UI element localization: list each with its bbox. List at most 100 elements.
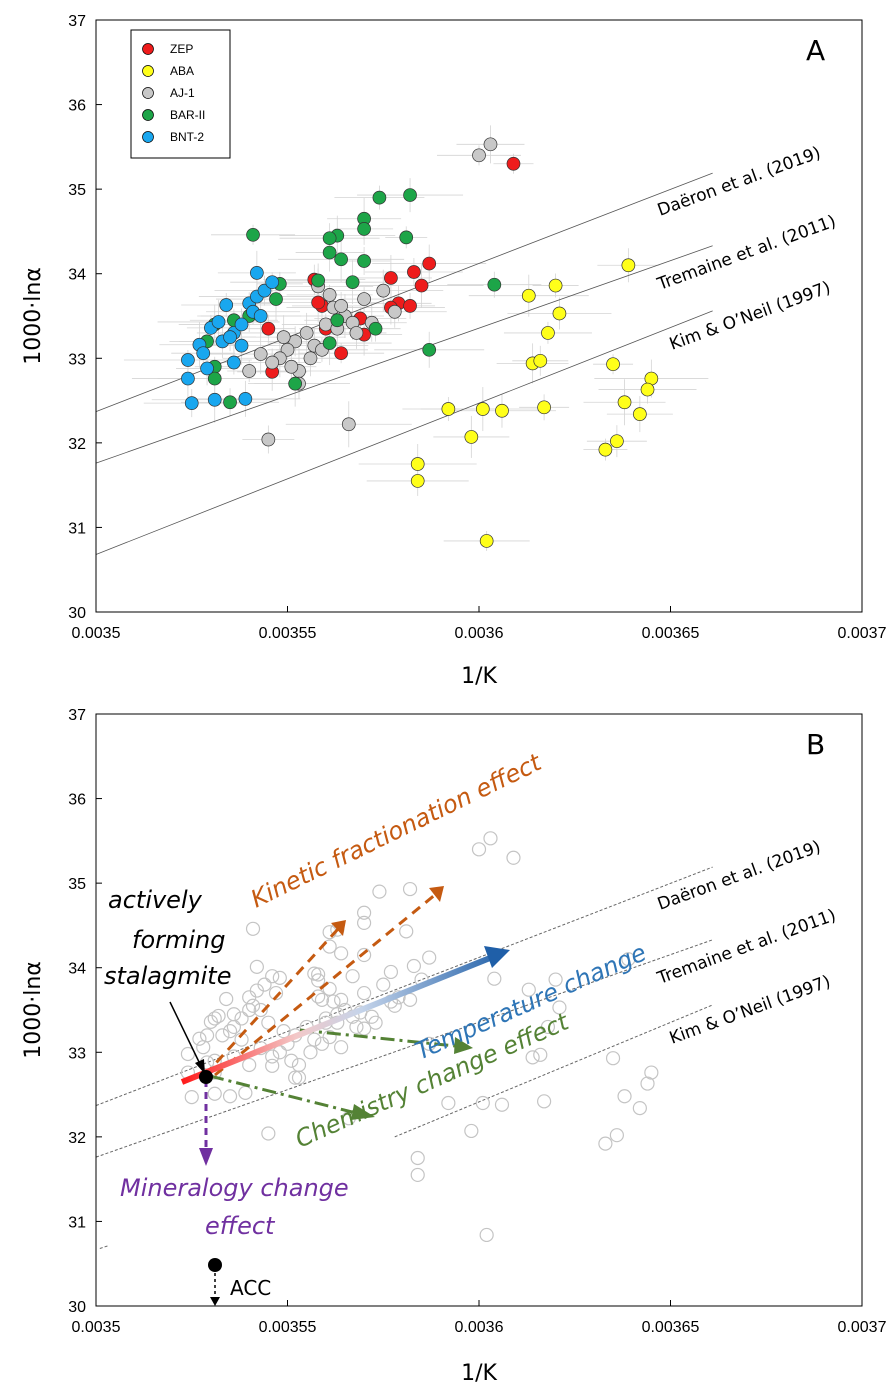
faded-point — [326, 994, 341, 1009]
temperature-arrowhead — [484, 946, 510, 968]
panel-a-points — [181, 137, 659, 548]
faded-point — [368, 1015, 383, 1030]
point-barii — [322, 231, 337, 246]
panel-a-letter: A — [806, 34, 825, 67]
panel-a-xtick-label: 0.00355 — [259, 625, 317, 642]
legend-marker-aba — [142, 65, 154, 77]
point-barii — [334, 252, 348, 267]
kinetic-arrowhead-1 — [331, 920, 346, 936]
panel-a-xlabel: 1/K — [461, 664, 497, 689]
faded-point — [506, 850, 521, 865]
faded-point — [196, 1040, 211, 1055]
panel-a-ytick-label: 34 — [68, 267, 86, 284]
point-bnt2 — [250, 266, 264, 280]
point-aba — [410, 457, 425, 471]
point-aba — [464, 430, 479, 444]
chemistry-arrowhead-1 — [351, 1104, 375, 1120]
point-barii — [403, 188, 417, 202]
faded-point — [257, 977, 272, 992]
point-aba — [479, 534, 494, 548]
point-barii — [223, 395, 237, 410]
faded-point — [540, 1019, 556, 1035]
point-aj1 — [483, 137, 498, 152]
faded-point — [334, 1040, 349, 1055]
faded-point — [357, 915, 372, 930]
faded-point — [291, 1070, 307, 1085]
point-barii — [422, 342, 437, 357]
chemistry-arrowhead-2 — [454, 1037, 473, 1054]
faded-point — [376, 977, 391, 992]
point-aj1 — [387, 304, 402, 319]
faded-point — [552, 1000, 567, 1015]
point-barii — [207, 371, 222, 386]
point-barii — [322, 245, 337, 260]
point-barii — [246, 227, 260, 242]
point-aj1 — [253, 347, 268, 361]
faded-point — [265, 969, 280, 984]
point-aj1 — [299, 326, 314, 340]
faded-point — [272, 970, 287, 985]
point-aba — [610, 434, 624, 449]
panel-a-ytick-label: 33 — [68, 351, 86, 368]
point-aj1 — [261, 432, 276, 447]
faded-point — [265, 1049, 280, 1064]
point-aj1 — [334, 299, 348, 313]
faded-point — [226, 1007, 241, 1022]
faded-point — [199, 1028, 215, 1043]
point-bnt2 — [238, 392, 253, 406]
kinetic-arrowhead-2 — [429, 886, 444, 902]
point-aba — [533, 353, 548, 368]
faded-point — [372, 884, 387, 899]
faded-point — [219, 991, 234, 1007]
point-aj1 — [276, 330, 291, 344]
faded-point — [598, 1136, 613, 1151]
reference-line-a-1 — [95, 245, 713, 464]
faded-point — [322, 1029, 337, 1045]
faded-point — [464, 1123, 479, 1139]
stalagmite-pointer-head — [195, 1059, 205, 1074]
panel-a-ylabel: 1000·lnα — [21, 267, 46, 365]
point-zep — [384, 271, 398, 285]
panel-a-label-kim: Kim & O’Neil (1997) — [667, 278, 833, 355]
panel-a-xtick-label: 0.0035 — [72, 625, 121, 642]
panel-a-ytick-label: 35 — [68, 182, 86, 199]
point-aba — [617, 395, 632, 410]
panel-b-ylabel: 1000·lnα — [21, 961, 46, 1059]
faded-point — [479, 1227, 494, 1243]
point-aba — [606, 357, 620, 372]
faded-point — [525, 1050, 540, 1065]
mineralogy-arrowhead — [199, 1148, 213, 1166]
faded-point — [422, 950, 437, 965]
faded-point — [222, 1089, 238, 1104]
point-bnt2 — [181, 371, 195, 386]
panel-b-label-kim: Kim & O’Neil (1997) — [667, 972, 833, 1049]
faded-point — [410, 1150, 425, 1166]
faded-point — [211, 1008, 226, 1024]
panel-b-ytick-label: 30 — [68, 1299, 86, 1316]
point-barii — [288, 376, 303, 391]
faded-point — [402, 992, 418, 1007]
faded-point — [311, 973, 326, 988]
faded-point — [487, 971, 502, 986]
reference-line-b-2-stub — [99, 1245, 108, 1249]
faded-point — [441, 1095, 456, 1111]
legend-label-aba: ABA — [170, 64, 194, 78]
faded-point — [383, 964, 399, 980]
faded-point — [238, 1085, 253, 1100]
faded-point — [261, 1015, 276, 1030]
faded-point — [605, 1051, 621, 1066]
point-aj1 — [322, 288, 337, 302]
point-aj1 — [284, 359, 299, 374]
point-zep — [506, 156, 521, 171]
point-aj1 — [265, 355, 280, 370]
panel-a-legend: ZEP ABA AJ-1 BAR-II BNT-2 — [130, 29, 231, 159]
faded-point — [483, 831, 498, 846]
point-aba — [598, 442, 613, 457]
point-aj1 — [472, 148, 486, 163]
point-aj1 — [303, 351, 318, 366]
point-aj1 — [349, 326, 364, 340]
faded-point — [521, 982, 536, 997]
faded-point — [303, 1045, 318, 1060]
point-zep — [422, 256, 437, 271]
faded-point — [311, 989, 326, 1004]
